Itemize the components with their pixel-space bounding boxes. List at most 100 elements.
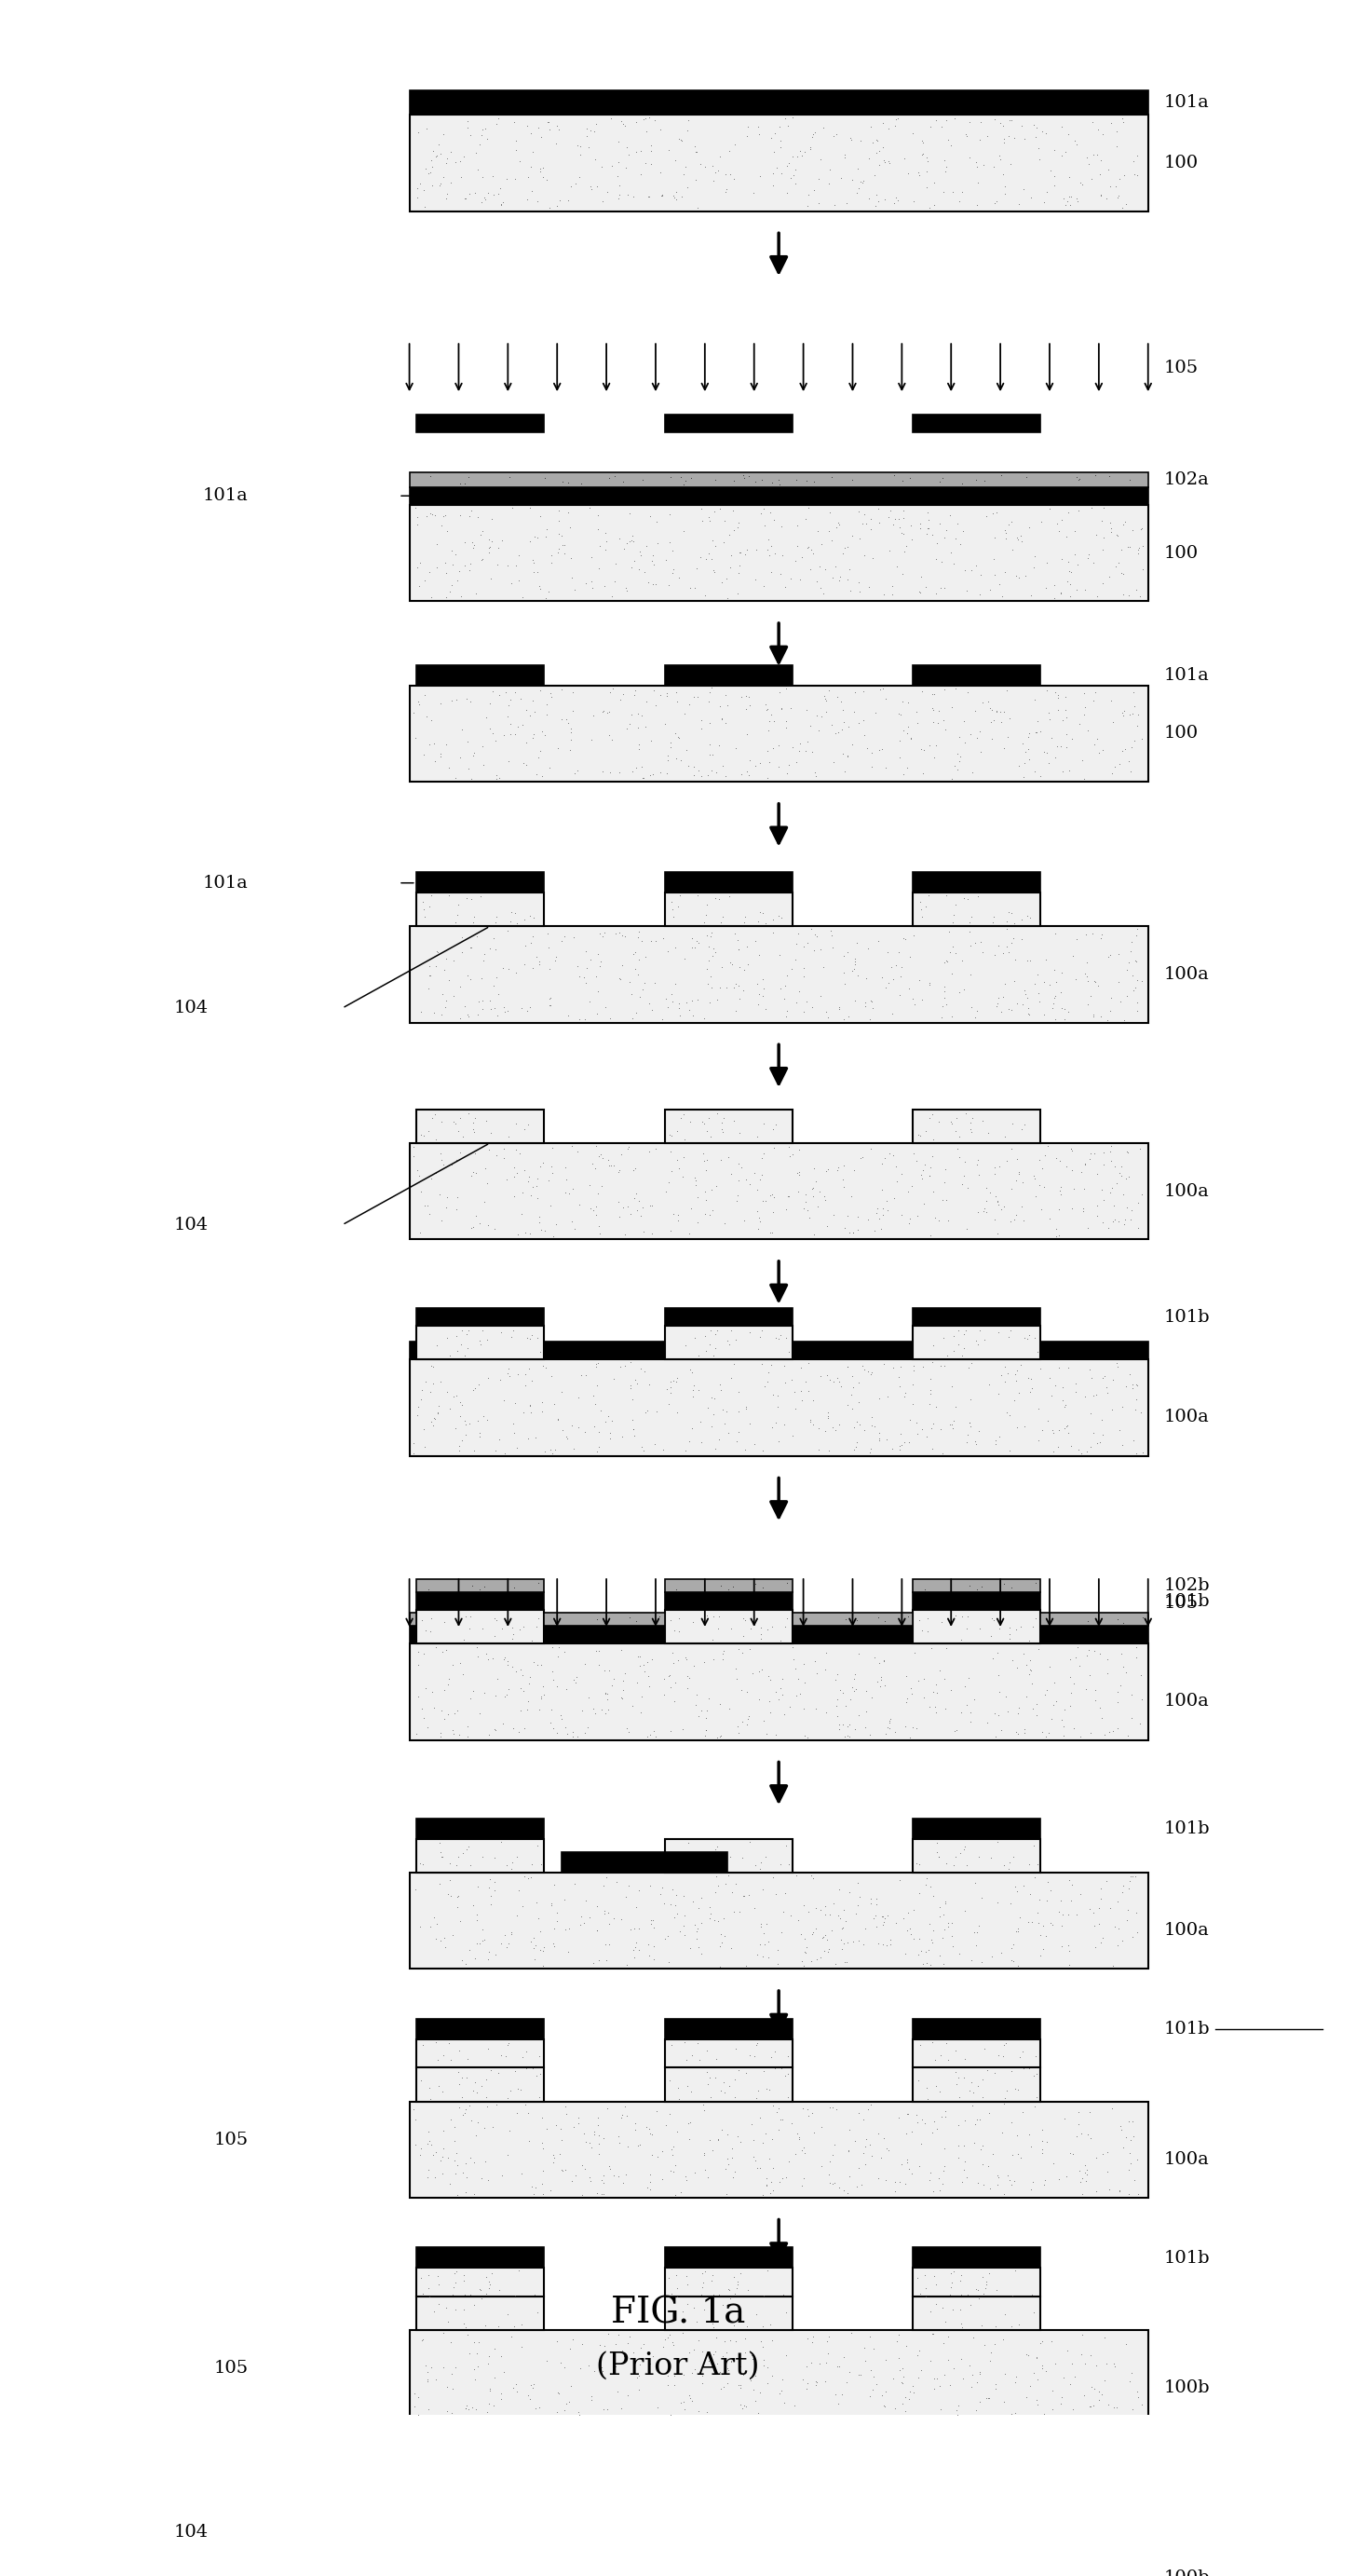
Point [1112,2128,1134,2169]
Point [679,1837,701,1878]
Point [845,2120,866,2161]
Point [818,2334,839,2375]
Point [1018,1654,1040,1695]
Text: 100a: 100a [1165,2151,1210,2166]
Point [546,1399,568,1440]
Point [453,1401,475,1443]
Point [909,1600,930,1641]
Point [747,1170,769,1211]
Point [650,152,671,193]
Point [965,2362,987,2403]
Point [640,1901,662,1942]
Point [593,2164,614,2205]
Point [457,994,479,1036]
Point [933,139,955,180]
Point [621,515,643,556]
Point [1017,1358,1039,1399]
Point [587,2097,609,2138]
Point [789,559,811,600]
Point [885,1146,907,1188]
Point [888,721,910,762]
Point [1054,1406,1075,1448]
Point [732,1837,754,1878]
Point [964,922,986,963]
Point [1111,2110,1132,2151]
Point [607,2370,629,2411]
Point [965,2099,987,2141]
Point [1018,994,1040,1036]
Point [1092,2133,1113,2174]
Point [723,2257,744,2298]
Point [1117,526,1139,567]
Point [506,1896,527,1937]
Point [567,1378,589,1419]
Point [728,2365,750,2406]
Point [987,1182,1009,1224]
Point [431,1100,453,1141]
Point [591,690,613,732]
Point [1094,1716,1116,1757]
Point [407,178,428,219]
Point [711,1368,732,1409]
Point [1073,693,1094,734]
Point [1066,178,1088,219]
Point [871,1208,892,1249]
Point [635,938,656,979]
Point [674,1118,696,1159]
Point [1067,2105,1089,2146]
Point [639,1865,660,1906]
Point [824,1409,846,1450]
Point [681,2071,702,2112]
Point [704,2331,725,2372]
Point [426,1324,447,1365]
Point [1077,2148,1098,2190]
Point [711,1914,732,1955]
Point [502,1842,523,1883]
Point [620,974,641,1015]
Point [545,1430,567,1471]
Point [869,670,891,711]
Bar [664,2295,792,2331]
Point [431,974,453,1015]
Point [660,974,682,1015]
Point [663,549,685,590]
Point [519,1383,541,1425]
Point [812,948,834,989]
Point [629,131,651,173]
Point [819,2164,841,2205]
Point [831,1703,853,1744]
Point [1105,2401,1127,2442]
Point [705,1855,727,1896]
Point [1003,1352,1025,1394]
Point [910,507,932,549]
Point [995,2022,1017,2063]
Point [1059,1638,1081,1680]
Point [749,1680,770,1721]
Point [1104,747,1125,788]
Point [743,173,765,214]
Point [959,912,980,953]
Point [443,940,465,981]
Point [894,1376,915,1417]
Point [701,1190,723,1231]
Point [1097,1654,1119,1695]
Point [636,526,658,567]
Point [1039,1358,1060,1399]
Point [422,1672,443,1713]
Point [705,933,727,974]
Point [624,2352,645,2393]
Point [476,1399,498,1440]
Point [492,1139,514,1180]
Point [560,711,582,752]
Point [427,933,449,974]
Point [747,106,769,147]
Point [941,1365,963,1406]
Point [1005,2362,1026,2403]
Point [541,533,563,574]
Point [614,567,636,608]
Point [667,1195,689,1236]
Point [434,495,456,536]
Point [597,1139,618,1180]
Point [887,98,909,139]
Point [415,2344,437,2385]
